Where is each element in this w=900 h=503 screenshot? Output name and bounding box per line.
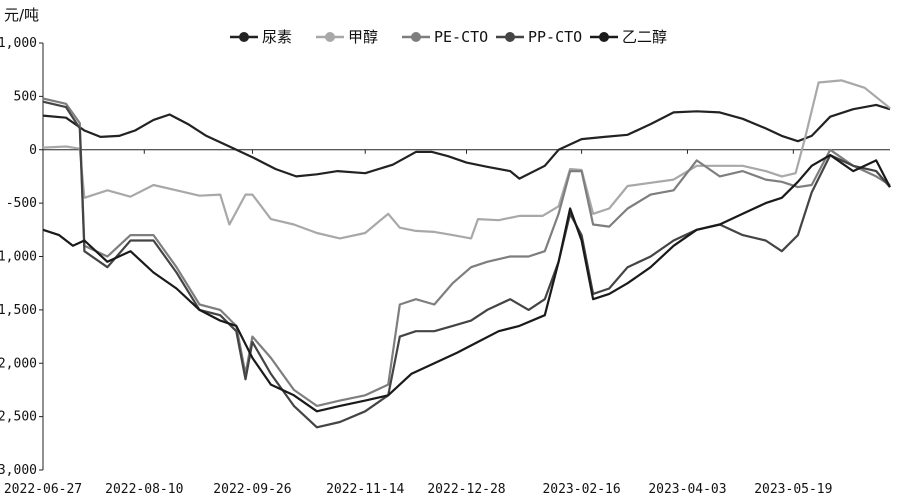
x-tick-label: 2022-06-27: [4, 482, 82, 497]
x-tick-label: 2022-11-14: [326, 482, 404, 497]
legend-marker-乙二醇: [599, 32, 609, 42]
legend-marker-PE-CTO: [411, 32, 421, 42]
series-layer: [42, 79, 891, 429]
series-line-PE-CTO: [42, 97, 891, 407]
y-tick-label: -2,000: [0, 356, 37, 371]
x-tick-label: 2022-09-26: [213, 482, 291, 497]
y-tick-label: 500: [14, 89, 37, 104]
legend-label-乙二醇: 乙二醇: [622, 28, 667, 46]
legend-label-尿素: 尿素: [262, 28, 292, 46]
x-tick-label: 2022-08-10: [105, 482, 183, 497]
legend-label-甲醇: 甲醇: [348, 28, 378, 46]
legend-marker-甲醇: [325, 32, 335, 42]
y-tick-label: -3,000: [0, 463, 37, 478]
legend-label-PP-CTO: PP-CTO: [528, 28, 582, 46]
y-unit-label: 元/吨: [4, 6, 39, 24]
series-line-乙二醇: [42, 154, 891, 413]
legend-marker-PP-CTO: [505, 32, 515, 42]
y-tick-label: -2,500: [0, 410, 37, 425]
legend-label-PE-CTO: PE-CTO: [434, 28, 488, 46]
series-line-尿素: [42, 103, 891, 180]
series-line-甲醇: [42, 79, 891, 240]
legend: 尿素 甲醇 PE-CTO PP-CTO 乙二醇: [230, 28, 667, 46]
legend-marker-尿素: [239, 32, 249, 42]
y-tick-label: 0: [29, 143, 37, 158]
y-tick-label: 1,000: [0, 36, 37, 51]
x-tick-label: 2023-04-03: [648, 482, 726, 497]
x-tick-label: 2023-02-16: [542, 482, 620, 497]
axes: 1,000 500 0 -500 -1,000 -1,500 -2,000 -2,500 -3,…: [0, 36, 890, 497]
series-line-PP-CTO: [42, 100, 891, 429]
x-tick-label: 2023-05-19: [754, 482, 832, 497]
y-tick-label: -500: [6, 196, 37, 211]
x-tick-label: 2022-12-28: [427, 482, 505, 497]
y-tick-label: -1,000: [0, 250, 37, 265]
y-tick-label: -1,500: [0, 303, 37, 318]
